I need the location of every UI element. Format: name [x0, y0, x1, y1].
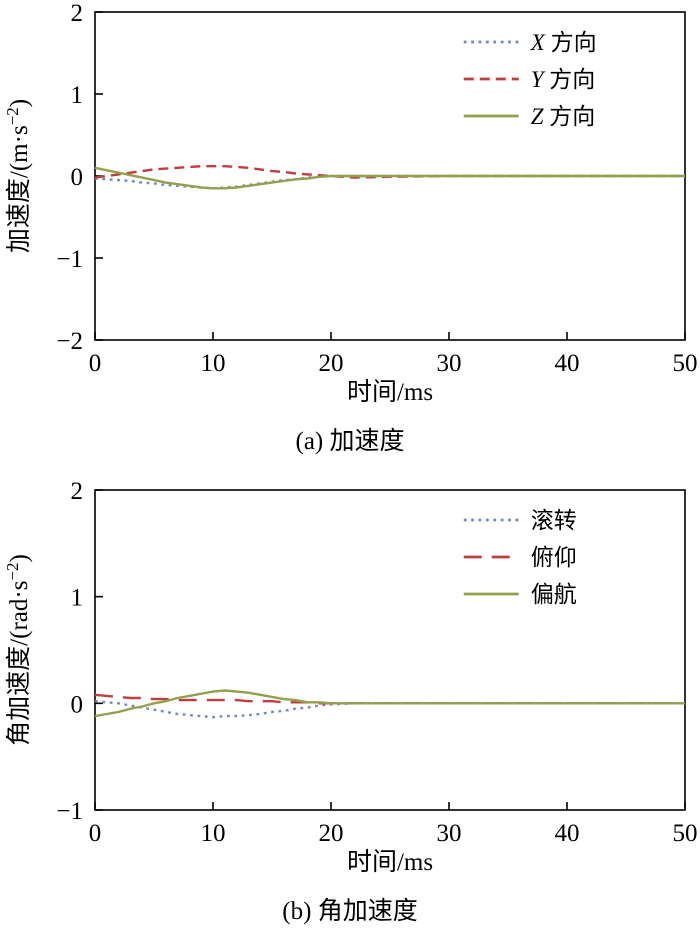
chart-a-caption: (a) 加速度: [295, 428, 405, 455]
legend-label-2: Z 方向: [531, 104, 596, 129]
x-tick-label: 40: [555, 820, 580, 847]
legend-label-2: 偏航: [531, 582, 577, 607]
legend-label-1: 俯仰: [531, 545, 577, 570]
plot-area: 0 10 20 30 40 50−1012时间/ms角加速度/(rad·s−2)滚转俯仰偏…: [3, 478, 698, 876]
y-tick-label: −2: [56, 328, 83, 355]
y-tick-label: 0: [71, 164, 84, 191]
series-line-2: [94, 166, 685, 190]
y-axis-label: 角加速度/(rad·s−2): [3, 554, 33, 746]
x-tick-label: 0: [89, 350, 102, 377]
chart-a-block: 0 10 20 30 40 50 −2 −1 0 1 2 时间/ms 加速度/(m·s−2) X 方向 Y …: [0, 0, 700, 464]
chart-b-block: 0 10 20 30 40 50 −1 0 1 2 时间/ms 角加速度/(rad·s−2) 滚转 俯仰偏…: [0, 478, 700, 934]
x-tick-label: 30: [437, 350, 462, 377]
x-tick-label: 30: [437, 820, 462, 847]
y-tick-label: 2: [71, 478, 84, 505]
x-tick-label: 0: [89, 820, 102, 847]
x-tick-label: 10: [201, 820, 226, 847]
chart-b-caption: (b) 角加速度: [282, 898, 418, 925]
x-tick-label: 50: [673, 820, 698, 847]
x-axis-label: 时间/ms: [347, 378, 433, 406]
x-axis-label: 时间/ms: [347, 848, 433, 876]
legend-label-1: Y 方向: [531, 67, 596, 92]
chart-a-acceleration: 0 10 20 30 40 50 −2 −1 0 1 2 时间/ms 加速度/(m·s−2) X 方向 Y …: [3, 0, 698, 406]
plot-border: [94, 489, 686, 811]
series-line-2: [94, 689, 685, 718]
plot-area: 0 10 20 30 40 50 −2 −1 0 1 2 时间/ms 加速度/(m·s−2) X 方向 Y …: [3, 0, 698, 406]
y-tick-label: −1: [56, 798, 83, 825]
x-tick-label: 50: [673, 350, 698, 377]
x-tick-label: 40: [555, 350, 580, 377]
y-tick-label: 0: [71, 691, 84, 718]
x-tick-label: 20: [319, 820, 344, 847]
x-tick-label: 10: [201, 350, 226, 377]
legend-label-0: X 方向: [530, 30, 597, 55]
y-tick-label: −1: [56, 246, 83, 273]
chart-b-angular-acceleration: 0 10 20 30 40 50−1012时间/ms角加速度/(rad·s−2)滚转俯仰偏…: [3, 478, 698, 876]
y-axis-label: 加速度/(m·s−2): [3, 99, 33, 253]
y-tick-label: 1: [71, 82, 84, 109]
y-tick-label: 1: [71, 585, 84, 612]
legend-label-0: 滚转: [531, 508, 577, 533]
x-tick-label: 20: [319, 350, 344, 377]
y-tick-label: 2: [71, 0, 84, 27]
